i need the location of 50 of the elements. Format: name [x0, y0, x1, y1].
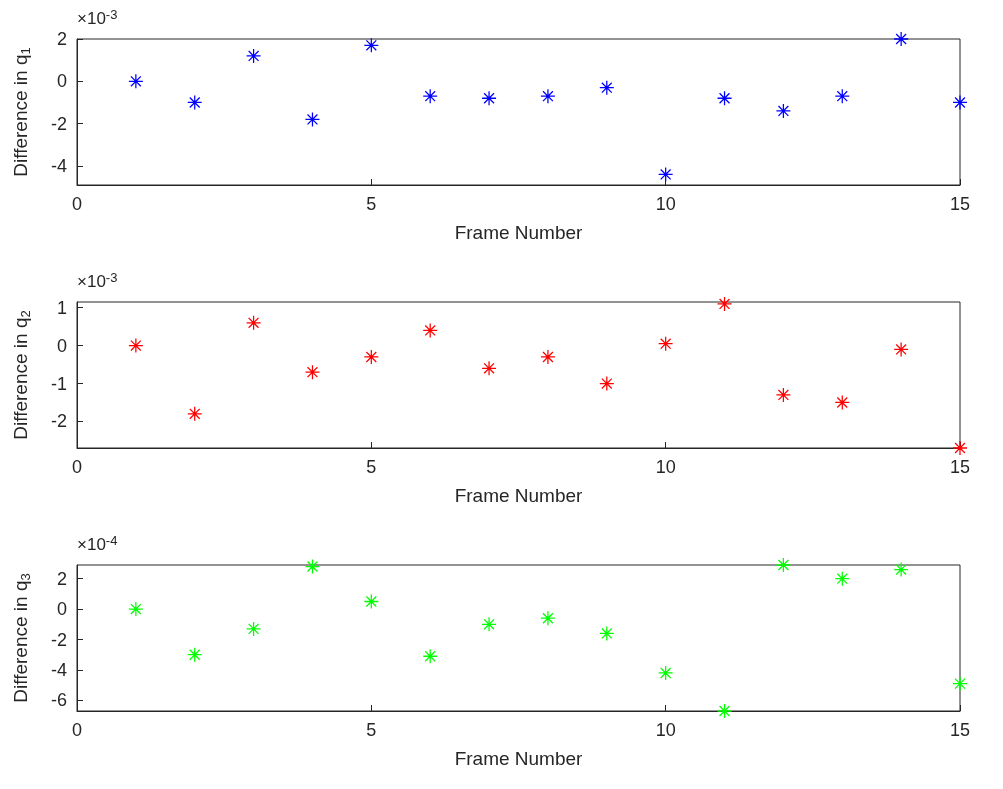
y-tick-label: 2 [56, 29, 67, 49]
point [776, 103, 791, 118]
point [717, 296, 732, 311]
y-tick-label: -2 [50, 411, 67, 432]
point [776, 558, 791, 572]
y-axis-title: Difference in q1 [9, 47, 33, 177]
point [540, 611, 555, 626]
y-tick-label: -2 [50, 629, 67, 650]
y-tick-label: -4 [50, 659, 67, 680]
y-tick-label: 0 [56, 599, 67, 620]
x-tick-label: 15 [949, 720, 971, 740]
point [187, 406, 202, 421]
point [953, 441, 967, 455]
x-tick-label: 10 [655, 457, 676, 477]
x-tick-label: 15 [949, 194, 971, 214]
y-axis-title: Difference in q2 [9, 310, 33, 440]
x-tick-label: 0 [71, 457, 83, 477]
point [246, 48, 261, 63]
x-tick-label: 5 [366, 194, 377, 214]
x-axis-title: Frame Number [454, 485, 584, 506]
point [953, 676, 967, 691]
point [894, 32, 909, 46]
y-tick-label: 2 [56, 568, 67, 589]
point [246, 621, 261, 636]
y-tick-label: 0 [56, 335, 67, 356]
x-tick-label: 0 [71, 194, 83, 214]
point [364, 349, 379, 364]
x-tick-label: 15 [949, 457, 971, 477]
x-tick-label: 0 [71, 720, 83, 740]
x-tick-label: 10 [655, 194, 676, 214]
point [717, 704, 732, 718]
y-axis-title: Difference in q3 [9, 573, 33, 703]
point [776, 387, 791, 402]
x-tick-label: 5 [366, 720, 377, 740]
x-tick-label: 10 [655, 720, 676, 740]
y-tick-label: -2 [50, 113, 67, 134]
x-axis-title: Frame Number [454, 222, 584, 243]
point [482, 617, 497, 632]
y-tick-label: 0 [56, 71, 67, 92]
y-tick-label: 1 [56, 297, 67, 318]
y-tick-label: -6 [50, 690, 67, 711]
point [540, 349, 555, 364]
point [482, 91, 497, 106]
point [953, 95, 967, 110]
x-axis-title: Frame Number [454, 748, 584, 769]
point [482, 361, 497, 376]
point [658, 665, 673, 680]
y-tick-label: -1 [50, 373, 67, 394]
x-tick-label: 5 [366, 457, 377, 477]
y-tick-label: -4 [50, 155, 67, 176]
